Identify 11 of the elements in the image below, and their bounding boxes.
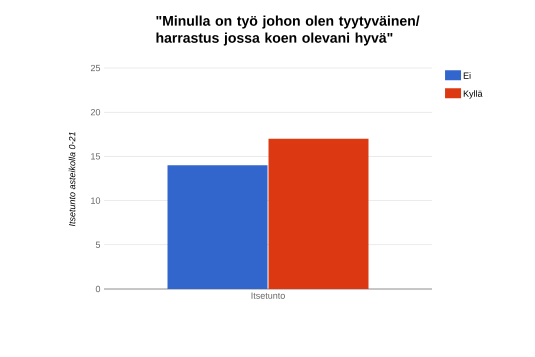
legend-label: Kyllä [464, 90, 483, 99]
y-tick-label: 5 [96, 242, 100, 248]
y-tick-label: 20 [90, 109, 100, 116]
chart-title: "Minulla on työ johon olen tyytyväinen/ harrastus jossa koen olevani hyvä" [156, 16, 420, 46]
legend-label: Ei [464, 72, 470, 79]
y-axis-title: Itsetunto asteikolla 0-21 [68, 132, 76, 226]
y-tick-label: 25 [90, 64, 100, 72]
y-tick-label: 10 [91, 197, 100, 204]
x-tick-label: Itsetunto [252, 292, 285, 299]
y-tick-label: 0 [96, 286, 100, 292]
y-tick-label: 15 [91, 153, 100, 160]
